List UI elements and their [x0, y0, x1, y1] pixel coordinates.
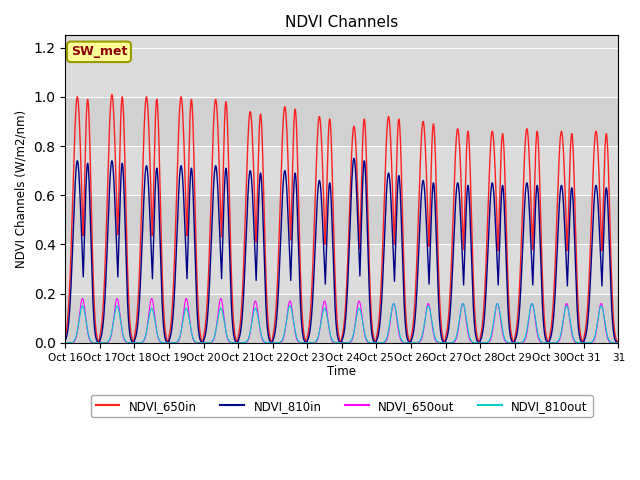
Line: NDVI_650out: NDVI_650out: [65, 299, 618, 343]
NDVI_810in: [461, 226, 469, 231]
NDVI_650out: [609, 340, 616, 346]
NDVI_650out: [372, 340, 380, 346]
NDVI_650in: [175, 126, 182, 132]
NDVI_650out: [175, 337, 182, 343]
NDVI_650in: [531, 195, 538, 201]
NDVI_650out: [61, 340, 69, 346]
NDVI_810in: [61, 337, 69, 343]
NDVI_810in: [175, 193, 182, 199]
NDVI_650out: [497, 320, 505, 325]
NDVI_810in: [413, 290, 420, 296]
NDVI_650in: [609, 298, 616, 304]
NDVI_810out: [413, 340, 420, 346]
Bar: [65, 97, 618, 146]
NDVI_810out: [497, 317, 505, 323]
Line: NDVI_810in: NDVI_810in: [65, 158, 618, 343]
NDVI_810out: [462, 312, 470, 318]
NDVI_650in: [614, 339, 622, 345]
NDVI_650in: [108, 92, 116, 97]
NDVI_810out: [531, 308, 538, 313]
X-axis label: Time: Time: [327, 365, 356, 378]
NDVI_650in: [511, 339, 518, 345]
Y-axis label: NDVI Channels (W/m2/nm): NDVI Channels (W/m2/nm): [15, 110, 28, 268]
NDVI_810out: [61, 340, 69, 346]
Title: NDVI Channels: NDVI Channels: [285, 15, 399, 30]
NDVI_650out: [614, 340, 622, 346]
NDVI_650in: [497, 157, 505, 163]
NDVI_810in: [609, 319, 616, 324]
Bar: [65, 195, 618, 244]
NDVI_650in: [461, 177, 469, 182]
NDVI_810out: [390, 300, 397, 306]
Legend: NDVI_650in, NDVI_810in, NDVI_650out, NDVI_810out: NDVI_650in, NDVI_810in, NDVI_650out, NDV…: [91, 395, 593, 417]
Bar: [65, 294, 618, 343]
NDVI_810in: [614, 340, 622, 346]
NDVI_650out: [413, 340, 420, 346]
NDVI_650out: [531, 309, 538, 315]
NDVI_810out: [131, 340, 138, 346]
NDVI_650in: [413, 259, 420, 264]
NDVI_810in: [580, 340, 588, 346]
Line: NDVI_650in: NDVI_650in: [65, 95, 618, 342]
NDVI_810out: [609, 340, 616, 346]
NDVI_650out: [462, 314, 470, 320]
NDVI_810in: [350, 156, 358, 161]
Text: SW_met: SW_met: [71, 45, 127, 58]
NDVI_810out: [614, 340, 622, 346]
NDVI_810in: [497, 207, 505, 213]
NDVI_650in: [61, 334, 69, 339]
NDVI_810out: [175, 337, 182, 343]
NDVI_650out: [79, 296, 86, 301]
NDVI_810in: [530, 247, 538, 252]
Line: NDVI_810out: NDVI_810out: [65, 303, 618, 343]
